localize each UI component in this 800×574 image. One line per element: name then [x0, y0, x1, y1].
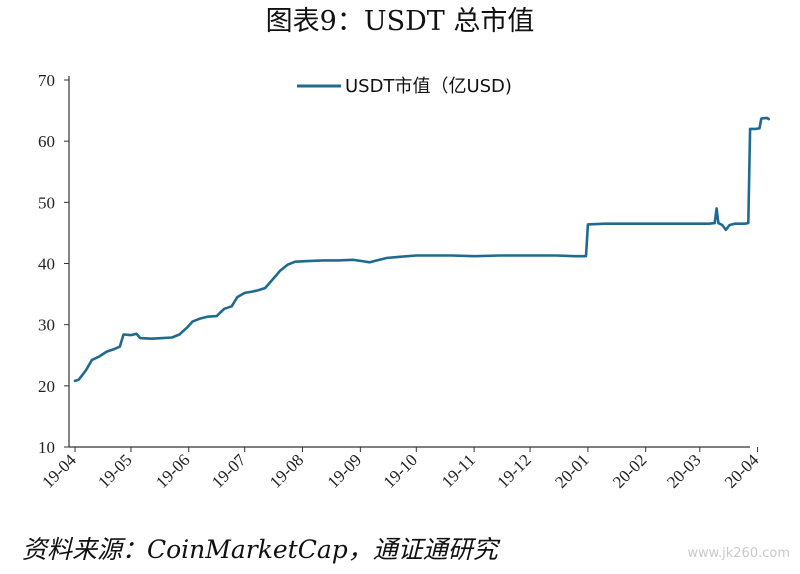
- legend-label: USDT市值（亿USD): [345, 76, 512, 97]
- x-tick-label: 20-04: [721, 450, 763, 492]
- x-tick-label: 19-08: [266, 450, 307, 491]
- x-tick-label: 20-02: [609, 450, 650, 491]
- x-tick-label: 19-09: [324, 450, 365, 491]
- series-layer: [73, 116, 771, 383]
- x-tick-label: 19-10: [380, 450, 421, 491]
- x-tick-label: 19-07: [208, 450, 250, 492]
- y-axis: 10 20 30 40 50 60 70: [38, 71, 70, 457]
- y-tick-label: 20: [38, 377, 55, 396]
- y-tick-label: 60: [38, 132, 55, 151]
- legend: USDT市值（亿USD): [297, 76, 512, 97]
- x-tick-label: 19-06: [152, 450, 193, 491]
- x-tick-label: 19-11: [438, 450, 479, 491]
- y-tick-label: 40: [38, 255, 55, 274]
- series-line-0: [73, 116, 771, 383]
- y-tick-label: 30: [38, 316, 55, 335]
- x-tick-label: 20-01: [551, 450, 592, 491]
- x-tick-label: 19-12: [493, 450, 534, 491]
- source-note: 资料来源：CoinMarketCap，通证通研究: [22, 535, 498, 564]
- chart-title: 图表9：USDT 总市值: [265, 6, 535, 37]
- y-tick-label: 50: [38, 193, 55, 212]
- y-tick-label: 70: [38, 71, 55, 90]
- x-axis: 19-04 19-05 19-06 19-07 19-08 19-09 19-10 19-11…: [38, 446, 763, 492]
- x-tick-label: 19-05: [94, 450, 135, 491]
- x-tick-label: 20-03: [663, 450, 704, 491]
- watermark-text: www.jk260.com: [687, 546, 790, 561]
- y-tick-label: 10: [38, 438, 55, 457]
